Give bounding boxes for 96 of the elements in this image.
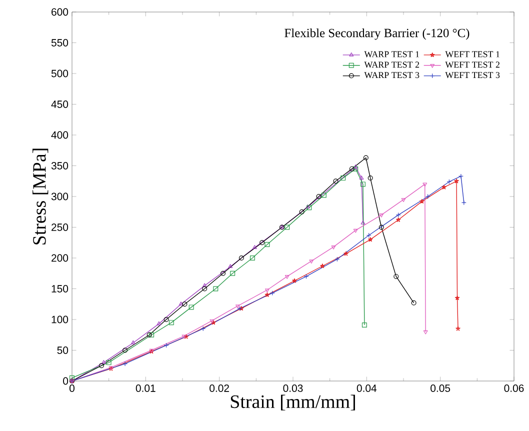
point <box>188 304 194 310</box>
y-tick-label: 0 <box>63 377 68 385</box>
point <box>309 260 314 264</box>
y-tick-label: 300 <box>51 192 68 200</box>
point <box>292 278 297 283</box>
point <box>101 360 106 364</box>
point <box>182 334 186 339</box>
x-tick-label: 0.01 <box>136 384 156 392</box>
point <box>149 332 154 338</box>
point <box>368 176 373 181</box>
point <box>265 288 270 292</box>
y-tick-label: 200 <box>52 254 68 262</box>
point <box>454 178 459 184</box>
legend-label: WARP TEST 3 <box>364 72 420 78</box>
point <box>353 164 358 168</box>
point <box>363 155 368 160</box>
legend-label: WARP TEST 2 <box>364 62 420 68</box>
point <box>213 286 218 292</box>
point <box>396 217 401 222</box>
point <box>122 348 128 353</box>
point <box>368 237 373 242</box>
legend-title: Flexible Secondary Barrier (-120 °C) <box>284 28 470 40</box>
point <box>220 270 226 276</box>
x-tick-label: 0.06 <box>504 384 524 392</box>
point <box>130 340 136 344</box>
legend-label: WEFT TEST 2 <box>445 62 500 68</box>
point <box>122 361 128 366</box>
point <box>202 286 208 292</box>
point <box>425 194 430 199</box>
point <box>98 363 104 368</box>
point <box>156 321 162 326</box>
x-tick-label: 0.03 <box>283 384 303 392</box>
point <box>458 174 464 179</box>
point <box>238 256 244 260</box>
point <box>230 270 236 276</box>
y-tick-label: 150 <box>52 285 68 292</box>
point <box>228 264 233 268</box>
x-tick-label: 0.04 <box>356 384 377 392</box>
x-tick-label: 0.02 <box>210 384 229 392</box>
point <box>331 246 336 250</box>
point <box>321 192 326 198</box>
point <box>359 176 364 180</box>
y-tick-label: 350 <box>51 162 68 170</box>
point <box>362 322 367 328</box>
x-tick-label: 0.05 <box>430 384 450 392</box>
point <box>378 224 384 230</box>
legend-label: WEFT TEST 1 <box>445 51 500 58</box>
point <box>353 228 358 233</box>
y-tick-label: 100 <box>52 316 68 324</box>
point <box>164 317 169 322</box>
point <box>360 182 366 187</box>
point <box>454 295 460 300</box>
y-tick-label: 500 <box>51 70 68 78</box>
point <box>264 242 270 247</box>
point <box>344 251 348 256</box>
point <box>252 245 257 249</box>
point <box>340 176 346 181</box>
point <box>353 166 358 172</box>
point <box>168 320 174 326</box>
y-tick-label: 50 <box>57 346 68 354</box>
point <box>396 212 401 218</box>
x-axis-title: Strain [mm/mm] <box>230 394 355 410</box>
y-tick-label: 450 <box>51 100 68 108</box>
point <box>182 302 188 307</box>
legend-label: WEFT TEST 3 <box>445 72 500 78</box>
point <box>250 256 255 260</box>
point <box>284 275 290 279</box>
point <box>320 264 325 268</box>
point <box>420 198 424 204</box>
legend-label: WARP TEST 1 <box>364 51 419 58</box>
point <box>349 166 354 172</box>
y-tick-label: 550 <box>51 39 68 46</box>
point <box>299 209 304 214</box>
point <box>184 334 189 339</box>
point <box>178 302 184 306</box>
point <box>264 292 270 297</box>
point <box>316 194 322 199</box>
point <box>304 274 309 279</box>
point <box>333 178 338 184</box>
y-tick-label: 400 <box>51 131 68 139</box>
point <box>106 360 112 366</box>
point <box>284 224 290 230</box>
point <box>146 332 152 338</box>
point <box>442 184 446 190</box>
y-tick-label: 600 <box>52 8 68 16</box>
point <box>422 182 428 187</box>
point <box>379 214 384 218</box>
x-tick-label: 0 <box>69 384 74 392</box>
point <box>270 290 275 296</box>
point <box>202 283 207 288</box>
point <box>401 198 406 202</box>
point <box>394 274 399 279</box>
point <box>236 304 240 308</box>
point <box>260 240 265 246</box>
y-tick-label: 250 <box>52 224 68 231</box>
y-axis-title: Stress [MPa] <box>32 148 48 244</box>
